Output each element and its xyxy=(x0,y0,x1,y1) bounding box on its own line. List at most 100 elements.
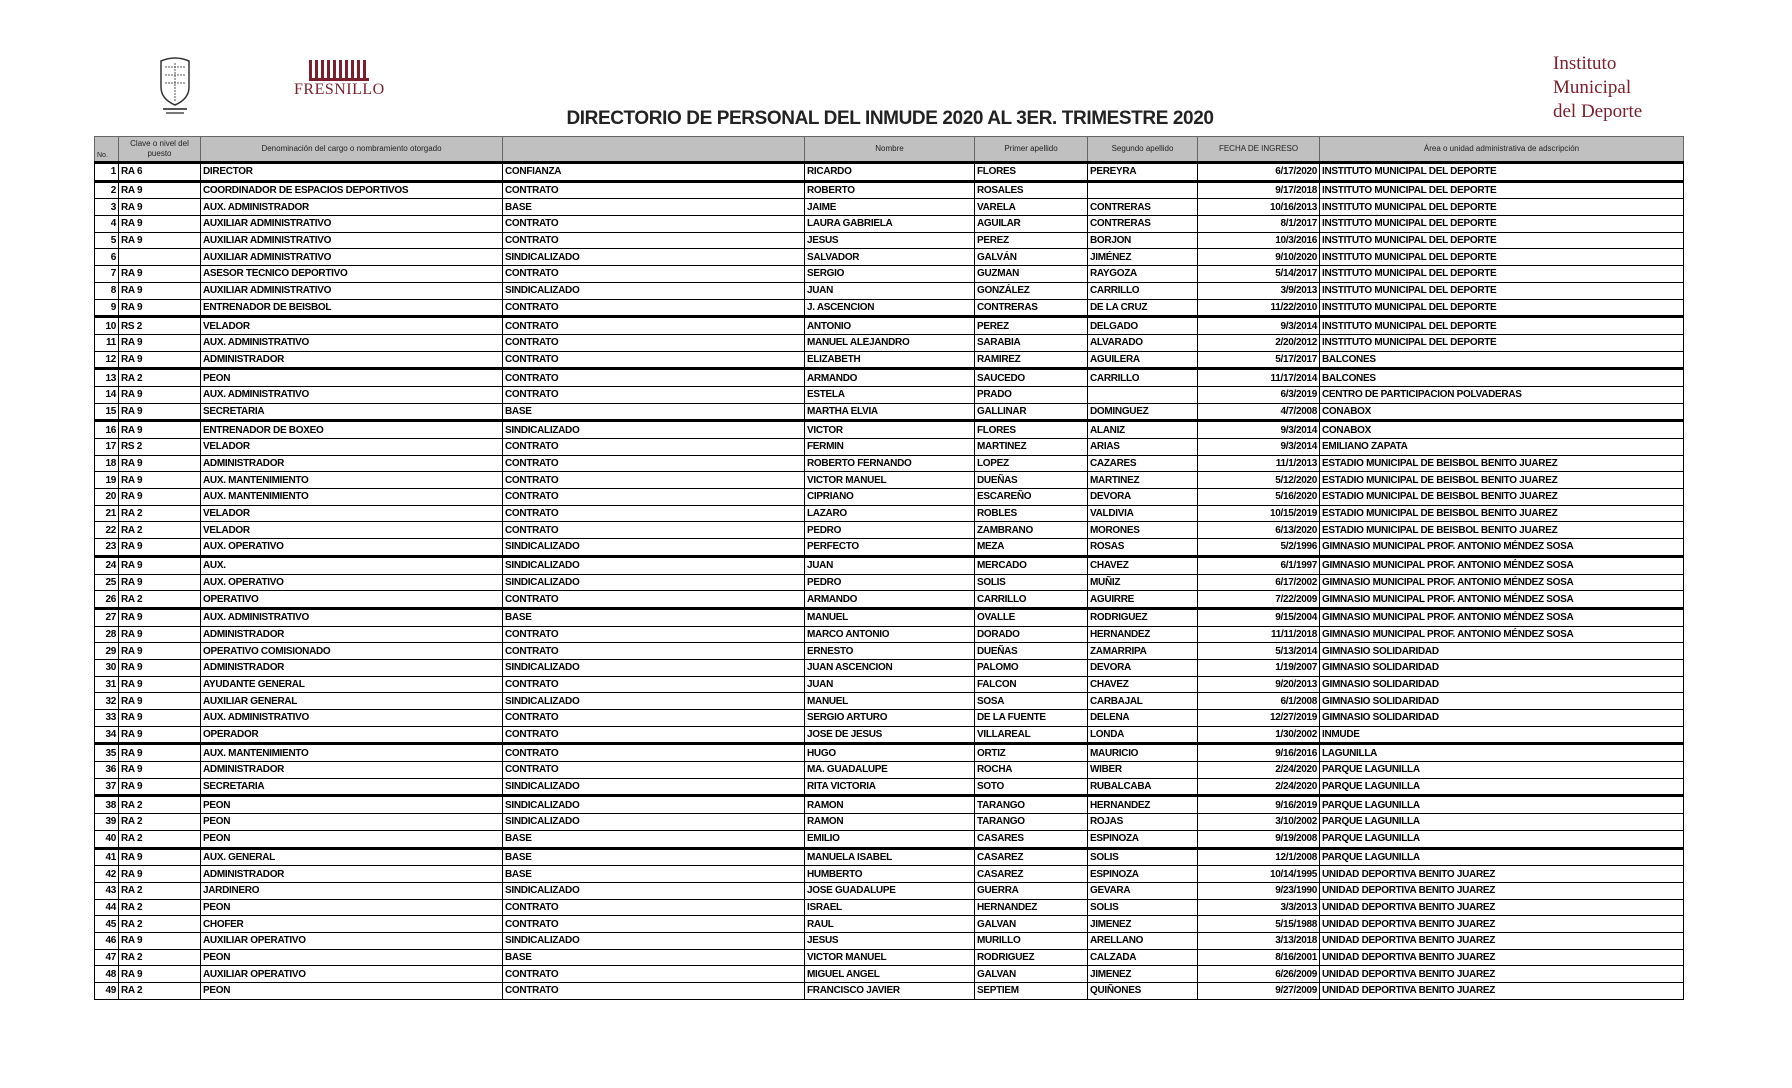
cell-fecha-ingreso: 5/15/1988 xyxy=(1197,915,1320,933)
cell-area: INSTITUTO MUNICIPAL DEL DEPORTE xyxy=(1319,248,1684,267)
cell-nombre: MARTHA ELVIA xyxy=(804,403,975,423)
cell-area: GIMNASIO MUNICIPAL PROF. ANTONIO MÉNDEZ … xyxy=(1319,590,1684,610)
cell-denominacion: ADMINISTRADOR xyxy=(200,761,503,779)
cell-fecha-ingreso: 11/22/2010 xyxy=(1197,299,1320,319)
cell-fecha-ingreso: 2/24/2020 xyxy=(1197,761,1320,779)
cell-fecha-ingreso: 2/24/2020 xyxy=(1197,778,1320,798)
table-row: 35 RA 9 AUX. MANTENIMIENTO CONTRATO HUGO ORTI… xyxy=(94,743,1684,763)
cell-clave: RA 9 xyxy=(118,299,201,319)
cell-area: INSTITUTO MUNICIPAL DEL DEPORTE xyxy=(1319,181,1684,200)
cell-primer-apellido: CARRILLO xyxy=(974,590,1088,610)
cell-segundo-apellido: BORJON xyxy=(1087,232,1198,250)
cell-nombre: SERGIO ARTURO xyxy=(804,709,975,727)
cell-area: INSTITUTO MUNICIPAL DEL DEPORTE xyxy=(1319,232,1684,250)
cell-no: 13 xyxy=(94,368,119,387)
cell-segundo-apellido: AGUIRRE xyxy=(1087,590,1198,610)
cell-no: 29 xyxy=(94,642,119,660)
table-row: 22 RA 2 VELADOR CONTRATO PEDRO ZAMBRANO MORONE… xyxy=(94,521,1684,540)
cell-nombre: JAIME xyxy=(804,198,975,217)
cell-tipo: CONTRATO xyxy=(502,965,805,983)
cell-primer-apellido: SOSA xyxy=(974,692,1088,710)
cell-fecha-ingreso: 3/3/2013 xyxy=(1197,899,1320,917)
table-row: 14 RA 9 AUX. ADMINISTRATIVO CONTRATO ESTELA P… xyxy=(94,386,1684,404)
cell-primer-apellido: GALVAN xyxy=(974,965,1088,983)
cell-no: 14 xyxy=(94,386,119,404)
cell-clave: RS 2 xyxy=(118,316,201,335)
institute-line-1: Instituto xyxy=(1553,53,1617,74)
cell-no: 28 xyxy=(94,626,119,644)
cell-fecha-ingreso: 2/20/2012 xyxy=(1197,334,1320,352)
staff-directory-table: No. Clave o nivel del puesto Denominació… xyxy=(94,136,1684,1000)
col-header-area: Área o unidad administrativa de adscripc… xyxy=(1319,136,1684,163)
cell-fecha-ingreso: 9/10/2020 xyxy=(1197,248,1320,267)
cell-segundo-apellido: MORONES xyxy=(1087,521,1198,540)
cell-fecha-ingreso: 3/13/2018 xyxy=(1197,932,1320,950)
cell-no: 30 xyxy=(94,659,119,677)
cell-denominacion: ADMINISTRADOR xyxy=(200,865,503,883)
table-row: 5 RA 9 AUXILIAR ADMINISTRATIVO CONTRATO JESU… xyxy=(94,232,1684,250)
cell-tipo: SINDICALIZADO xyxy=(502,813,805,831)
cell-tipo: BASE xyxy=(502,949,805,967)
cell-area: GIMNASIO MUNICIPAL PROF. ANTONIO MÉNDEZ … xyxy=(1319,556,1684,575)
cell-area: INSTITUTO MUNICIPAL DEL DEPORTE xyxy=(1319,334,1684,352)
cell-primer-apellido: AGUILAR xyxy=(974,215,1088,233)
cell-clave: RA 2 xyxy=(118,590,201,610)
cell-nombre: ANTONIO xyxy=(804,316,975,335)
cell-nombre: PEDRO xyxy=(804,521,975,540)
table-row: 36 RA 9 ADMINISTRADOR CONTRATO MA. GUADALUPE… xyxy=(94,761,1684,779)
cell-denominacion: COORDINADOR DE ESPACIOS DEPORTIVOS xyxy=(200,181,503,200)
cell-area: GIMNASIO MUNICIPAL PROF. ANTONIO MÉNDEZ … xyxy=(1319,608,1684,627)
cell-denominacion: ENTRENADOR DE BEISBOL xyxy=(200,299,503,319)
cell-tipo: CONTRATO xyxy=(502,899,805,917)
cell-nombre: PEDRO xyxy=(804,574,975,592)
cell-segundo-apellido: ZAMARRIPA xyxy=(1087,642,1198,660)
table-row: 16 RA 9 ENTRENADOR DE BOXEO SINDICALIZADO VI… xyxy=(94,420,1684,439)
cell-fecha-ingreso: 1/30/2002 xyxy=(1197,726,1320,746)
cell-clave: RA 9 xyxy=(118,659,201,677)
cell-no: 17 xyxy=(94,438,119,456)
cell-tipo: BASE xyxy=(502,848,805,867)
cell-segundo-apellido: ROJAS xyxy=(1087,813,1198,831)
cell-clave: RA 9 xyxy=(118,181,201,200)
cell-no: 9 xyxy=(94,299,119,319)
table-row: 38 RA 2 PEON SINDICALIZADO RAMON TARANGO HERNA… xyxy=(94,795,1684,815)
cell-fecha-ingreso: 9/16/2016 xyxy=(1197,743,1320,763)
cell-clave: RA 9 xyxy=(118,608,201,627)
cell-segundo-apellido: ARELLANO xyxy=(1087,932,1198,950)
cell-nombre: EMILIO xyxy=(804,830,975,850)
cell-nombre: MIGUEL ANGEL xyxy=(804,965,975,983)
cell-nombre: RAMON xyxy=(804,813,975,831)
cell-primer-apellido: SARABIA xyxy=(974,334,1088,352)
cell-clave: RA 9 xyxy=(118,386,201,404)
cell-segundo-apellido: HERNANDEZ xyxy=(1087,795,1198,815)
cell-tipo: SINDICALIZADO xyxy=(502,248,805,267)
cell-fecha-ingreso: 7/22/2009 xyxy=(1197,590,1320,610)
cell-clave: RA 6 xyxy=(118,162,201,183)
cell-no: 5 xyxy=(94,232,119,250)
cell-area: PARQUE LAGUNILLA xyxy=(1319,813,1684,831)
cell-denominacion: AUX. ADMINISTRATIVO xyxy=(200,709,503,727)
cell-tipo: CONTRATO xyxy=(502,676,805,694)
cell-segundo-apellido: ESPINOZA xyxy=(1087,830,1198,850)
cell-primer-apellido: GUERRA xyxy=(974,882,1088,900)
cell-segundo-apellido: CARBAJAL xyxy=(1087,692,1198,710)
cell-nombre: JUAN xyxy=(804,556,975,575)
cell-area: GIMNASIO SOLIDARIDAD xyxy=(1319,692,1684,710)
cell-no: 20 xyxy=(94,488,119,506)
cell-no: 10 xyxy=(94,316,119,335)
cell-fecha-ingreso: 9/3/2014 xyxy=(1197,438,1320,456)
cell-clave: RA 9 xyxy=(118,965,201,983)
cell-area: CONABOX xyxy=(1319,403,1684,423)
cell-denominacion: ASESOR TECNICO DEPORTIVO xyxy=(200,265,503,283)
cell-primer-apellido: ZAMBRANO xyxy=(974,521,1088,540)
cell-area: INSTITUTO MUNICIPAL DEL DEPORTE xyxy=(1319,265,1684,283)
table-row: 21 RA 2 VELADOR CONTRATO LAZARO ROBLES VALDIVI… xyxy=(94,505,1684,523)
cell-denominacion: ADMINISTRADOR xyxy=(200,455,503,473)
cell-nombre: HUMBERTO xyxy=(804,865,975,883)
cell-segundo-apellido: JIMENEZ xyxy=(1087,965,1198,983)
cell-area: INSTITUTO MUNICIPAL DEL DEPORTE xyxy=(1319,299,1684,319)
cell-denominacion: VELADOR xyxy=(200,505,503,523)
cell-primer-apellido: FALCON xyxy=(974,676,1088,694)
cell-nombre: JESUS xyxy=(804,232,975,250)
cell-segundo-apellido: DELENA xyxy=(1087,709,1198,727)
